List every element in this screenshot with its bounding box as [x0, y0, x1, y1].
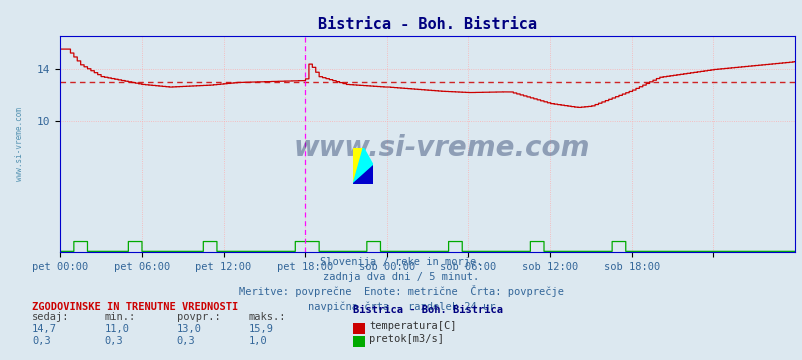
Text: maks.:: maks.:: [249, 312, 286, 323]
Text: ZGODOVINSKE IN TRENUTNE VREDNOSTI: ZGODOVINSKE IN TRENUTNE VREDNOSTI: [32, 302, 238, 312]
Text: 15,9: 15,9: [249, 324, 273, 334]
Text: povpr.:: povpr.:: [176, 312, 220, 323]
Text: pretok[m3/s]: pretok[m3/s]: [369, 334, 444, 344]
Text: 13,0: 13,0: [176, 324, 201, 334]
Polygon shape: [353, 166, 373, 184]
Title: Bistrica - Boh. Bistrica: Bistrica - Boh. Bistrica: [318, 17, 537, 32]
Polygon shape: [353, 148, 363, 184]
Text: navpična črta - razdelek 24 ur: navpična črta - razdelek 24 ur: [307, 301, 495, 312]
Text: 11,0: 11,0: [104, 324, 129, 334]
Text: www.si-vreme.com: www.si-vreme.com: [294, 134, 589, 162]
Text: 0,3: 0,3: [32, 336, 51, 346]
Text: Bistrica - Boh. Bistrica: Bistrica - Boh. Bistrica: [353, 305, 503, 315]
Text: sedaj:: sedaj:: [32, 312, 70, 323]
Text: Meritve: povprečne  Enote: metrične  Črta: povprečje: Meritve: povprečne Enote: metrične Črta:…: [239, 285, 563, 297]
Text: 0,3: 0,3: [104, 336, 123, 346]
Text: 1,0: 1,0: [249, 336, 267, 346]
Polygon shape: [353, 148, 373, 184]
Text: 14,7: 14,7: [32, 324, 57, 334]
Text: min.:: min.:: [104, 312, 136, 323]
Text: Slovenija / reke in morje.: Slovenija / reke in morje.: [320, 257, 482, 267]
Text: zadnja dva dni / 5 minut.: zadnja dva dni / 5 minut.: [323, 272, 479, 282]
Text: 0,3: 0,3: [176, 336, 195, 346]
Text: www.si-vreme.com: www.si-vreme.com: [15, 107, 24, 181]
Text: temperatura[C]: temperatura[C]: [369, 321, 456, 331]
